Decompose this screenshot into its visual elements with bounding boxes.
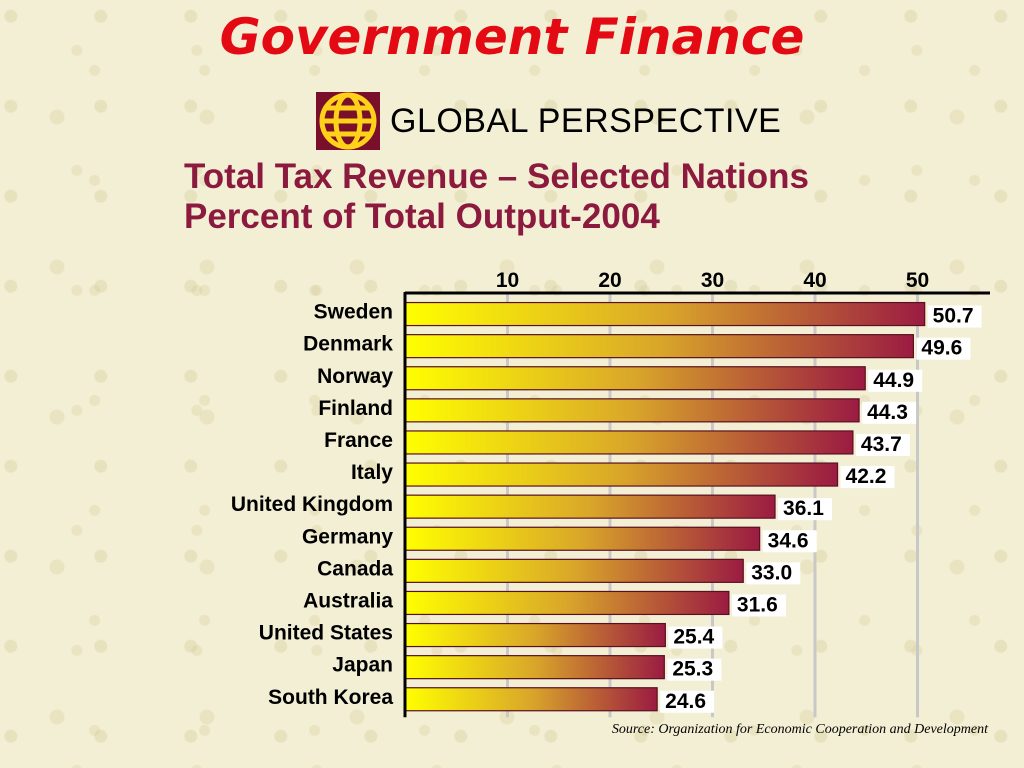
value-label: 49.6 (921, 337, 962, 360)
value-label-bg (660, 690, 715, 713)
value-label: 31.6 (737, 593, 778, 616)
category-label: Germany (302, 525, 393, 548)
bars (404, 301, 926, 712)
bar (404, 590, 730, 616)
page-title: Government Finance (219, 8, 805, 66)
category-label: Italy (351, 461, 393, 484)
bar (404, 526, 761, 551)
value-label-bg (668, 626, 723, 649)
value-label: 34.6 (768, 529, 809, 552)
x-tick-label: 30 (701, 269, 724, 292)
x-tick-label: 40 (803, 269, 826, 292)
bar (404, 687, 658, 712)
value-label: 50.7 (933, 305, 974, 328)
value-label-bg (840, 466, 895, 489)
value-label-bg (855, 433, 910, 456)
category-label: United States (259, 622, 393, 645)
value-label-bg (746, 562, 801, 585)
bar (404, 655, 665, 680)
x-tick-label: 20 (598, 269, 621, 292)
section-title: GLOBAL PERSPECTIVE (390, 101, 782, 140)
labels: 10 20 30 40 50 Sweden 50.7 Denmark 49.6 Norway 44.… (231, 269, 982, 713)
category-label: Denmark (303, 333, 393, 356)
bar (404, 462, 839, 487)
globe-icon (316, 92, 380, 150)
value-label-bg (762, 530, 817, 553)
value-label: 33.0 (751, 561, 792, 584)
chart-title-block: Total Tax Revenue – Selected Nations Per… (184, 157, 809, 237)
bar (404, 622, 666, 648)
value-label: 24.6 (665, 690, 706, 713)
value-label-bg (731, 594, 786, 617)
bar (404, 366, 866, 391)
bar (404, 558, 744, 583)
x-tick-label: 50 (906, 269, 929, 292)
value-label-bg (916, 337, 971, 360)
category-label: Canada (317, 557, 393, 580)
category-label: Norway (317, 365, 393, 388)
bar (404, 301, 926, 327)
category-label: Japan (332, 654, 393, 677)
bar (404, 430, 854, 455)
value-label: 42.2 (846, 465, 887, 488)
category-label: South Korea (268, 686, 393, 709)
value-label-bg (868, 369, 923, 392)
value-label-bg (667, 658, 722, 681)
axes (403, 291, 990, 718)
source-note: Source: Organization for Economic Cooper… (611, 722, 988, 737)
value-label: 36.1 (783, 497, 824, 520)
category-label: United Kingdom (231, 493, 393, 516)
value-label-bg (927, 305, 982, 328)
value-label: 44.3 (867, 401, 908, 424)
bar (404, 494, 776, 519)
value-label-bg (778, 498, 833, 521)
global-perspective-header: GLOBAL PERSPECTIVE (316, 92, 781, 150)
chart-title: Total Tax Revenue – Selected Nations (184, 157, 810, 196)
category-label: France (324, 429, 393, 452)
chart-subtitle: Percent of Total Output-2004 (184, 197, 660, 236)
bar (404, 334, 914, 359)
category-label: Australia (303, 589, 393, 612)
category-label: Finland (318, 397, 393, 420)
value-label-bg (862, 401, 917, 424)
value-label: 43.7 (861, 433, 902, 456)
value-label: 25.4 (673, 626, 714, 649)
category-label: Sweden (314, 301, 393, 324)
bar (404, 398, 860, 423)
value-label: 25.3 (672, 658, 713, 681)
x-tick-label: 10 (496, 269, 519, 292)
value-label: 44.9 (873, 369, 914, 392)
